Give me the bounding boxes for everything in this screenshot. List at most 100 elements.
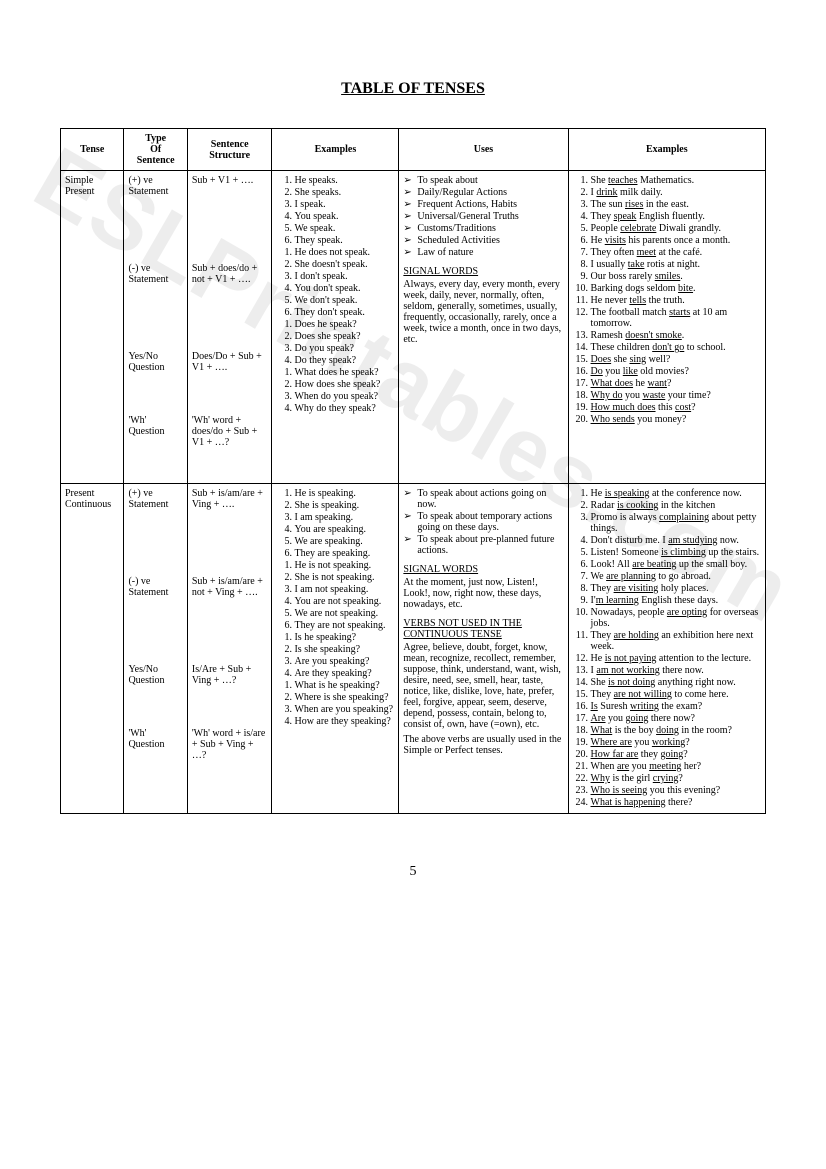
list-item: To speak about temporary actions going o…: [417, 511, 563, 533]
list-item: They speak English fluently.: [591, 211, 761, 222]
list-item: Why do they speak?: [294, 403, 394, 414]
list-item: Who sends you money?: [591, 414, 761, 425]
cell-structure: Sub + is/am/are + Ving + ….Sub + is/am/a…: [187, 484, 272, 814]
list-item: Law of nature: [417, 247, 563, 258]
header-tense: Tense: [61, 129, 124, 171]
list-item: Is Suresh writing the exam?: [591, 701, 761, 712]
list-item: I am not working there now.: [591, 665, 761, 676]
list-item: They are visiting holy places.: [591, 583, 761, 594]
list-item: I speak.: [294, 199, 394, 210]
cell-tense: SimplePresent: [61, 171, 124, 484]
list-item: You are not speaking.: [294, 596, 394, 607]
list-item: Where are you working?: [591, 737, 761, 748]
list-item: She is speaking.: [294, 500, 394, 511]
header-examples2: Examples: [568, 129, 765, 171]
list-item: Does she speak?: [294, 331, 394, 342]
cell-uses: To speak about actions going on now.To s…: [399, 484, 568, 814]
list-item: They are not speaking.: [294, 620, 394, 631]
list-item: Don't disturb me. I am studying now.: [591, 535, 761, 546]
list-item: These children don't go to school.: [591, 342, 761, 353]
list-item: They are holding an exhibition here next…: [591, 630, 761, 652]
list-item: He visits his parents once a month.: [591, 235, 761, 246]
list-item: We are not speaking.: [294, 608, 394, 619]
list-item: He does not speak.: [294, 247, 394, 258]
table-row: SimplePresent(+) veStatement(-) veStatem…: [61, 171, 766, 484]
list-item: I don't speak.: [294, 271, 394, 282]
list-item: When are you meeting her?: [591, 761, 761, 772]
list-item: I am speaking.: [294, 512, 394, 523]
list-item: Daily/Regular Actions: [417, 187, 563, 198]
list-item: Is she speaking?: [294, 644, 394, 655]
list-item: They often meet at the café.: [591, 247, 761, 258]
list-item: Do you like old movies?: [591, 366, 761, 377]
list-item: Do they speak?: [294, 355, 394, 366]
list-item: You don't speak.: [294, 283, 394, 294]
list-item: Are you speaking?: [294, 656, 394, 667]
list-item: Customs/Traditions: [417, 223, 563, 234]
cell-tense: PresentContinuous: [61, 484, 124, 814]
list-item: I drink milk daily.: [591, 187, 761, 198]
list-item: Nowadays, people are opting for overseas…: [591, 607, 761, 629]
list-item: Ramesh doesn't smoke.: [591, 330, 761, 341]
cell-type: (+) veStatement(-) veStatementYes/NoQues…: [124, 171, 187, 484]
list-item: I usually take rotis at night.: [591, 259, 761, 270]
cell-examples2: She teaches Mathematics.I drink milk dai…: [568, 171, 765, 484]
list-item: How far are they going?: [591, 749, 761, 760]
list-item: She teaches Mathematics.: [591, 175, 761, 186]
list-item: He is not paying attention to the lectur…: [591, 653, 761, 664]
header-examples1: Examples: [272, 129, 399, 171]
list-item: They speak.: [294, 235, 394, 246]
list-item: To speak about pre-planned future action…: [417, 534, 563, 556]
list-item: He never tells the truth.: [591, 295, 761, 306]
list-item: Does she sing well?: [591, 354, 761, 365]
list-item: When are you speaking?: [294, 704, 394, 715]
list-item: Why do you waste your time?: [591, 390, 761, 401]
cell-examples2: He is speaking at the conference now.Rad…: [568, 484, 765, 814]
list-item: I'm learning English these days.: [591, 595, 761, 606]
page-number: 5: [60, 864, 766, 880]
list-item: He is not speaking.: [294, 560, 394, 571]
cell-uses: To speak aboutDaily/Regular ActionsFrequ…: [399, 171, 568, 484]
cell-examples1: He speaks.She speaks.I speak.You speak.W…: [272, 171, 399, 484]
list-item: Are you going there now?: [591, 713, 761, 724]
list-item: Radar is cooking in the kitchen: [591, 500, 761, 511]
header-structure: SentenceStructure: [187, 129, 272, 171]
list-item: Why is the girl crying?: [591, 773, 761, 784]
list-item: Where is she speaking?: [294, 692, 394, 703]
list-item: To speak about actions going on now.: [417, 488, 563, 510]
list-item: The football match starts at 10 am tomor…: [591, 307, 761, 329]
list-item: She is not doing anything right now.: [591, 677, 761, 688]
list-item: We speak.: [294, 223, 394, 234]
list-item: They don't speak.: [294, 307, 394, 318]
list-item: The sun rises in the east.: [591, 199, 761, 210]
list-item: Is he speaking?: [294, 632, 394, 643]
table-header-row: Tense TypeOfSentence SentenceStructure E…: [61, 129, 766, 171]
list-item: Frequent Actions, Habits: [417, 199, 563, 210]
list-item: He is speaking.: [294, 488, 394, 499]
list-item: You speak.: [294, 211, 394, 222]
list-item: What is happening there?: [591, 797, 761, 808]
table-row: PresentContinuous(+) veStatement(-) veSt…: [61, 484, 766, 814]
cell-examples1: He is speaking.She is speaking.I am spea…: [272, 484, 399, 814]
list-item: Do you speak?: [294, 343, 394, 354]
tenses-table: Tense TypeOfSentence SentenceStructure E…: [60, 128, 766, 814]
list-item: You are speaking.: [294, 524, 394, 535]
list-item: He speaks.: [294, 175, 394, 186]
list-item: What is he speaking?: [294, 680, 394, 691]
list-item: Look! All are beating up the small boy.: [591, 559, 761, 570]
list-item: He is speaking at the conference now.: [591, 488, 761, 499]
list-item: What does he speak?: [294, 367, 394, 378]
list-item: They are not willing to come here.: [591, 689, 761, 700]
list-item: She is not speaking.: [294, 572, 394, 583]
list-item: She doesn't speak.: [294, 259, 394, 270]
list-item: To speak about: [417, 175, 563, 186]
header-uses: Uses: [399, 129, 568, 171]
list-item: They are speaking.: [294, 548, 394, 559]
list-item: I am not speaking.: [294, 584, 394, 595]
list-item: How much does this cost?: [591, 402, 761, 413]
cell-type: (+) veStatement(-) veStatementYes/NoQues…: [124, 484, 187, 814]
list-item: We don't speak.: [294, 295, 394, 306]
list-item: We are speaking.: [294, 536, 394, 547]
list-item: Scheduled Activities: [417, 235, 563, 246]
list-item: How are they speaking?: [294, 716, 394, 727]
